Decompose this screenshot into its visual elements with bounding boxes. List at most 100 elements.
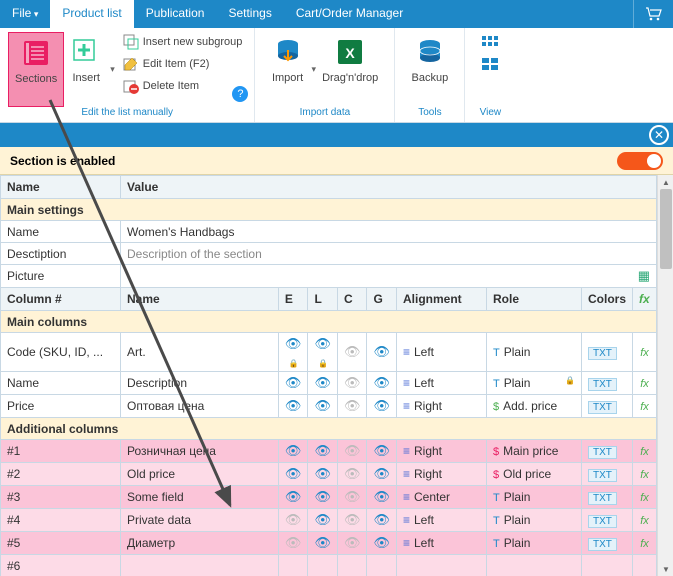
- fx-cell[interactable]: fx: [633, 372, 657, 395]
- alignment-cell[interactable]: ≡Right: [396, 395, 486, 418]
- vis-g[interactable]: 👁: [367, 440, 397, 463]
- vis-g[interactable]: 👁: [367, 395, 397, 418]
- colors-cell[interactable]: TXT: [581, 333, 632, 372]
- vis-e[interactable]: 👁: [278, 440, 308, 463]
- role-cell[interactable]: $Old price: [486, 463, 581, 486]
- alignment-cell[interactable]: ≡Left: [396, 372, 486, 395]
- vis-l[interactable]: 👁: [308, 395, 338, 418]
- vis-g[interactable]: [367, 555, 397, 576]
- colors-cell[interactable]: TXT: [581, 463, 632, 486]
- menu-cart-order[interactable]: Cart/Order Manager: [284, 0, 415, 28]
- vis-e[interactable]: 👁: [278, 395, 308, 418]
- fx-cell[interactable]: fx: [633, 440, 657, 463]
- menu-publication[interactable]: Publication: [134, 0, 217, 28]
- col-name[interactable]: Old price: [121, 463, 279, 486]
- vis-e[interactable]: 👁: [278, 532, 308, 555]
- prop-value[interactable]: Description of the section: [121, 243, 657, 265]
- menu-settings[interactable]: Settings: [216, 0, 283, 28]
- col-name[interactable]: [121, 555, 279, 576]
- vis-l[interactable]: 👁🔒: [308, 333, 338, 372]
- view-btn-2[interactable]: [478, 54, 502, 74]
- vis-c[interactable]: 👁: [337, 486, 367, 509]
- vis-e[interactable]: 👁🔒: [278, 333, 308, 372]
- fx-cell[interactable]: fx: [633, 333, 657, 372]
- vis-l[interactable]: 👁: [308, 486, 338, 509]
- edit-item-button[interactable]: Edit Item (F2): [119, 54, 247, 74]
- insert-dropdown[interactable]: ▾: [110, 64, 115, 75]
- col-name[interactable]: Диаметр: [121, 532, 279, 555]
- view-btn-1[interactable]: [478, 32, 502, 52]
- vis-g[interactable]: 👁: [367, 463, 397, 486]
- role-cell[interactable]: TPlain🔒: [486, 372, 581, 395]
- col-name[interactable]: Description: [121, 372, 279, 395]
- insert-button[interactable]: Insert: [64, 32, 108, 107]
- section-enabled-toggle[interactable]: [617, 152, 663, 170]
- picture-icon[interactable]: ▦: [638, 268, 650, 284]
- vis-c[interactable]: 👁: [337, 440, 367, 463]
- fx-cell[interactable]: fx: [633, 486, 657, 509]
- col-name[interactable]: Private data: [121, 509, 279, 532]
- vis-e[interactable]: 👁: [278, 372, 308, 395]
- prop-value[interactable]: Women's Handbags: [121, 221, 657, 243]
- alignment-cell[interactable]: ≡Right: [396, 463, 486, 486]
- colors-cell[interactable]: TXT: [581, 486, 632, 509]
- fx-cell[interactable]: fx: [633, 509, 657, 532]
- vis-g[interactable]: 👁: [367, 333, 397, 372]
- vis-e[interactable]: 👁: [278, 463, 308, 486]
- vis-l[interactable]: 👁: [308, 372, 338, 395]
- vis-c[interactable]: 👁: [337, 463, 367, 486]
- dragndrop-button[interactable]: X Drag'n'drop: [316, 32, 384, 107]
- colors-cell[interactable]: TXT: [581, 440, 632, 463]
- col-name[interactable]: Оптовая цена: [121, 395, 279, 418]
- sections-button[interactable]: Sections: [8, 32, 64, 107]
- colors-cell[interactable]: TXT: [581, 395, 632, 418]
- insert-subgroup-button[interactable]: Insert new subgroup: [119, 32, 247, 52]
- fx-cell[interactable]: [633, 555, 657, 576]
- vis-e[interactable]: 👁: [278, 509, 308, 532]
- vis-l[interactable]: [308, 555, 338, 576]
- vis-l[interactable]: 👁: [308, 440, 338, 463]
- vis-l[interactable]: 👁: [308, 532, 338, 555]
- vis-c[interactable]: [337, 555, 367, 576]
- colors-cell[interactable]: [581, 555, 632, 576]
- role-cell[interactable]: TPlain: [486, 486, 581, 509]
- fx-cell[interactable]: fx: [633, 532, 657, 555]
- prop-value[interactable]: ▦: [121, 265, 657, 288]
- vis-g[interactable]: 👁: [367, 509, 397, 532]
- close-panel-button[interactable]: ✕: [649, 125, 669, 145]
- alignment-cell[interactable]: ≡Left: [396, 333, 486, 372]
- colors-cell[interactable]: TXT: [581, 509, 632, 532]
- col-name[interactable]: Some field: [121, 486, 279, 509]
- vis-c[interactable]: 👁: [337, 509, 367, 532]
- scroll-thumb[interactable]: [660, 189, 672, 269]
- role-cell[interactable]: TPlain: [486, 333, 581, 372]
- role-cell[interactable]: TPlain: [486, 532, 581, 555]
- cart-icon[interactable]: [633, 0, 673, 28]
- col-name[interactable]: Art.: [121, 333, 279, 372]
- scroll-down[interactable]: ▼: [658, 562, 673, 576]
- menu-file[interactable]: File: [0, 0, 50, 28]
- role-cell[interactable]: $Add. price: [486, 395, 581, 418]
- vis-l[interactable]: 👁: [308, 463, 338, 486]
- vis-c[interactable]: 👁: [337, 372, 367, 395]
- alignment-cell[interactable]: ≡Center: [396, 486, 486, 509]
- import-button[interactable]: Import: [266, 32, 310, 107]
- role-cell[interactable]: [486, 555, 581, 576]
- role-cell[interactable]: $Main price: [486, 440, 581, 463]
- alignment-cell[interactable]: ≡Right: [396, 440, 486, 463]
- vis-c[interactable]: 👁: [337, 395, 367, 418]
- colors-cell[interactable]: TXT: [581, 532, 632, 555]
- role-cell[interactable]: TPlain: [486, 509, 581, 532]
- vis-c[interactable]: 👁: [337, 333, 367, 372]
- vis-g[interactable]: 👁: [367, 486, 397, 509]
- col-name[interactable]: Розничная цена: [121, 440, 279, 463]
- edit-manually-link[interactable]: Edit the list manually: [81, 107, 173, 120]
- delete-item-button[interactable]: Delete Item: [119, 76, 247, 96]
- vis-g[interactable]: 👁: [367, 372, 397, 395]
- scroll-up[interactable]: ▲: [658, 175, 673, 189]
- alignment-cell[interactable]: ≡Left: [396, 509, 486, 532]
- fx-cell[interactable]: fx: [633, 395, 657, 418]
- menu-product-list[interactable]: Product list: [50, 0, 133, 28]
- vis-l[interactable]: 👁: [308, 509, 338, 532]
- alignment-cell[interactable]: ≡Left: [396, 532, 486, 555]
